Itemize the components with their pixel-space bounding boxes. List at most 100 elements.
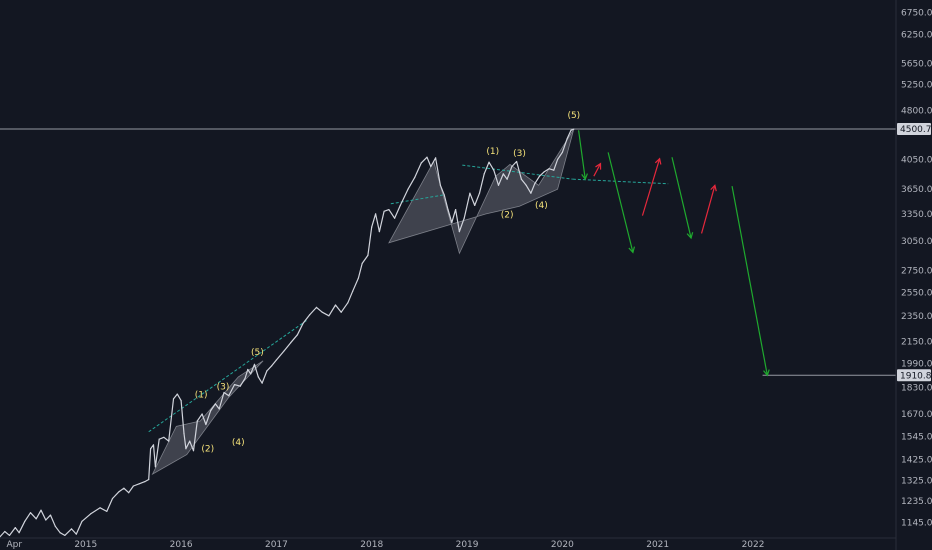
trend-line-3 (572, 178, 669, 185)
price-point-81 (394, 217, 396, 219)
price-point-79 (383, 210, 385, 212)
projection-arrow-4 (641, 157, 662, 216)
wave-label-6: (1) (486, 147, 499, 157)
x-tick-label-4: 2017 (265, 540, 288, 550)
price-point-68 (328, 315, 330, 317)
price-point-15 (70, 528, 73, 530)
price-point-40 (189, 440, 191, 442)
y-tick-label-8: 1990.00 (901, 360, 932, 370)
projection-head-6 (710, 184, 717, 192)
trend-line-2 (462, 164, 573, 180)
projection-head-3 (628, 246, 636, 254)
price-point-113 (548, 168, 550, 170)
price-point-73 (357, 277, 359, 279)
price-point-101 (493, 169, 495, 171)
x-tick-label-5: 2018 (360, 540, 383, 550)
price-point-4 (14, 527, 16, 529)
price-point-22 (118, 491, 120, 493)
pattern-group (151, 128, 575, 476)
y-tick-label-20: 5650.00 (901, 60, 932, 70)
wave-label-5: (5) (251, 348, 264, 358)
wave-label-7: (2) (501, 210, 514, 220)
x-tick-label-8: 2021 (646, 540, 669, 550)
price-point-109 (530, 192, 532, 194)
x-tick-label-6: 2019 (456, 540, 479, 550)
price-point-93 (455, 209, 457, 211)
y-tick-label-19: 5250.00 (901, 81, 932, 91)
trend-line-4 (390, 194, 445, 205)
price-point-75 (367, 254, 369, 256)
price-series-group (0, 128, 575, 538)
price-point-115 (557, 158, 559, 160)
price-point-57 (261, 382, 263, 384)
price-point-48 (223, 391, 225, 394)
y-tick-label-3: 1325.00 (901, 477, 932, 487)
price-point-39 (185, 448, 187, 450)
price-point-50 (233, 384, 236, 386)
price-point-47 (218, 408, 220, 410)
price-point-61 (283, 350, 285, 352)
price-point-29 (150, 448, 152, 450)
price-point-119 (573, 128, 575, 130)
price-point-56 (257, 376, 259, 378)
price-tag-label-1: 4500.78 (900, 125, 932, 135)
y-axis[interactable]: 1145.00 1235.00 1325.00 1425.00 1545.00 1670.… (895, 0, 932, 550)
price-point-87 (430, 165, 432, 168)
price-point-37 (180, 400, 182, 402)
price-point-25 (132, 485, 134, 487)
price-point-77 (375, 213, 377, 215)
projection-shaft-5 (671, 157, 692, 239)
projection-arrow-5 (671, 157, 694, 240)
wave-label-9: (4) (535, 201, 548, 211)
price-point-66 (315, 306, 318, 308)
price-point-98 (478, 192, 481, 194)
price-point-23 (123, 487, 125, 489)
x-tick-label-1: Apr (7, 540, 23, 550)
y-tick-label-18: 4800.00 (901, 107, 932, 117)
price-point-104 (506, 178, 508, 180)
price-point-95 (463, 217, 465, 219)
price-point-88 (435, 157, 437, 159)
price-point-1 (0, 536, 1, 538)
wave-label-1: (1) (195, 390, 208, 400)
projection-shaft-2 (593, 163, 602, 177)
price-point-69 (334, 304, 337, 306)
wave-label-8: (3) (513, 149, 526, 159)
price-point-44 (205, 423, 207, 426)
projection-arrow-3 (607, 152, 636, 254)
price-point-92 (451, 222, 453, 224)
y-tick-label-4: 1425.00 (901, 456, 932, 466)
x-axis[interactable]: Apr 2015 2016 2017 2018 2019 2020 2021 2022 (0, 537, 896, 550)
projection-arrow-7 (731, 186, 770, 377)
y-tick-label-21: 6250.00 (901, 31, 932, 41)
y-tick-label-10: 2350.00 (901, 312, 932, 322)
price-point-10 (45, 519, 47, 521)
price-tag-box-1 (897, 123, 931, 136)
price-point-46 (214, 403, 216, 405)
price-point-82 (399, 204, 401, 206)
price-point-24 (128, 492, 130, 494)
price-point-64 (302, 322, 304, 324)
price-point-51 (239, 385, 241, 387)
price-point-9 (40, 509, 42, 511)
projection-head-2 (595, 162, 602, 170)
projection-shaft-7 (731, 186, 768, 376)
price-point-6 (24, 520, 26, 522)
price-point-43 (201, 413, 203, 415)
y-tick-label-11: 2550.00 (901, 288, 932, 298)
trend-line-group (148, 164, 669, 433)
price-point-13 (59, 532, 61, 534)
projection-head-4 (654, 157, 662, 165)
price-point-96 (469, 192, 471, 194)
horizontal-line-group (0, 128, 896, 376)
projection-head-7 (763, 369, 770, 377)
y-tick-label-15: 3650.00 (901, 185, 932, 195)
price-point-71 (347, 302, 349, 304)
price-point-100 (488, 161, 490, 163)
projection-group (577, 130, 770, 377)
price-point-102 (497, 184, 500, 186)
y-tick-label-12: 2750.00 (901, 267, 932, 277)
price-point-19 (99, 507, 101, 509)
price-tag-box-2 (897, 369, 931, 382)
